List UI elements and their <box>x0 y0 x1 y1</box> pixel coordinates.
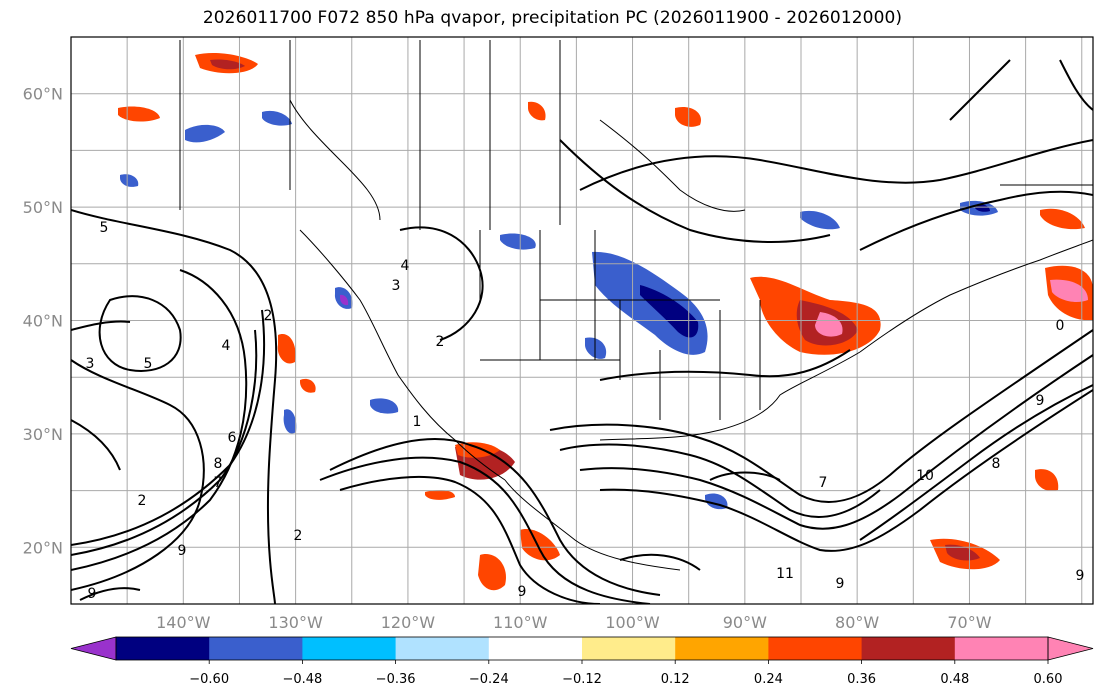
contour-label: 4 <box>222 338 231 354</box>
contour-label: 9 <box>518 584 527 600</box>
colorbar-swatch <box>675 637 769 660</box>
colorbar-swatch <box>488 637 583 660</box>
longitude-label: 70°W <box>947 613 991 632</box>
contour-label: 2 <box>138 493 147 509</box>
contour-label: 9 <box>1076 568 1085 584</box>
latitude-label: 60°N <box>23 85 63 104</box>
latitude-label: 20°N <box>23 538 63 557</box>
contour-label: 3 <box>86 356 95 372</box>
colorbar-lower-extend <box>70 636 117 661</box>
contour-label: 7 <box>819 475 828 491</box>
latitude-labels: 20°N 30°N 40°N 50°N 60°N <box>23 85 63 558</box>
contour-label: 3 <box>392 278 401 294</box>
longitude-labels: 140°W 130°W 120°W 110°W 100°W 90°W 80°W 70°W <box>156 613 992 632</box>
contour-label: 6 <box>228 430 237 446</box>
precip-shading <box>118 53 1093 591</box>
plot-frame <box>70 36 1094 605</box>
colorbar-swatch <box>209 637 303 660</box>
contour-label: 8 <box>214 456 223 472</box>
contour-label: 4 <box>401 258 410 274</box>
contour-label: 5 <box>144 356 153 372</box>
contour-label: 2 <box>294 528 303 544</box>
colorbar-swatch <box>302 637 397 660</box>
contour-label: 8 <box>992 456 1001 472</box>
colorbar-tick-label: 0.36 <box>847 672 876 687</box>
qvapor-contours <box>71 59 1093 604</box>
map-title: 2026011700 F072 850 hPa qvapor, precipit… <box>202 8 903 28</box>
contour-label: 9 <box>1036 393 1045 409</box>
latitude-label: 30°N <box>23 425 63 444</box>
colorbar-tick-label: −0.12 <box>562 672 602 687</box>
longitude-label: 80°W <box>835 613 879 632</box>
longitude-label: 140°W <box>156 613 211 632</box>
contour-label: 2 <box>264 308 273 324</box>
colorbar-tick-label: −0.60 <box>189 672 229 687</box>
colorbar-upper-extend <box>1047 636 1094 661</box>
contour-label: 10 <box>916 468 934 484</box>
contour-label: 2 <box>436 334 445 350</box>
latitude-label: 40°N <box>23 312 63 331</box>
contour-label: 5 <box>100 220 109 236</box>
colorbar-swatch <box>768 637 863 660</box>
latitude-label: 50°N <box>23 198 63 217</box>
contour-label: 9 <box>836 576 845 592</box>
colorbar-swatch <box>861 637 956 660</box>
contour-label: 1 <box>413 414 422 430</box>
colorbar-tick-label: 0.60 <box>1034 672 1063 687</box>
longitude-label: 120°W <box>381 613 436 632</box>
colorbar-swatch <box>116 637 210 660</box>
colorbar-tick-label: 0.24 <box>754 672 783 687</box>
colorbar-swatch <box>582 637 676 660</box>
colorbar-swatch <box>395 637 490 660</box>
colorbar-tick-label: −0.24 <box>469 672 509 687</box>
colorbar <box>70 636 1094 661</box>
coastlines <box>179 40 1093 571</box>
longitude-label: 110°W <box>493 613 548 632</box>
colorbar-tick-labels: −0.60 −0.48 −0.36 −0.24 −0.12 0.12 0.24 0.36 0.4… <box>189 660 1062 687</box>
colorbar-tick-label: 0.12 <box>661 672 690 687</box>
longitude-label: 90°W <box>723 613 767 632</box>
colorbar-swatch <box>954 637 1049 660</box>
colorbar-tick-label: −0.36 <box>376 672 416 687</box>
contour-label: 9 <box>178 543 187 559</box>
colorbar-tick-label: 0.48 <box>940 672 969 687</box>
contour-label: 9 <box>88 586 97 602</box>
colorbar-tick-label: −0.48 <box>282 672 322 687</box>
contour-label: 0 <box>1056 318 1065 334</box>
contour-label: 11 <box>776 566 794 582</box>
longitude-label: 100°W <box>605 613 660 632</box>
longitude-label: 130°W <box>268 613 323 632</box>
contour-label: 7 <box>214 475 223 491</box>
graticule <box>70 37 1093 604</box>
